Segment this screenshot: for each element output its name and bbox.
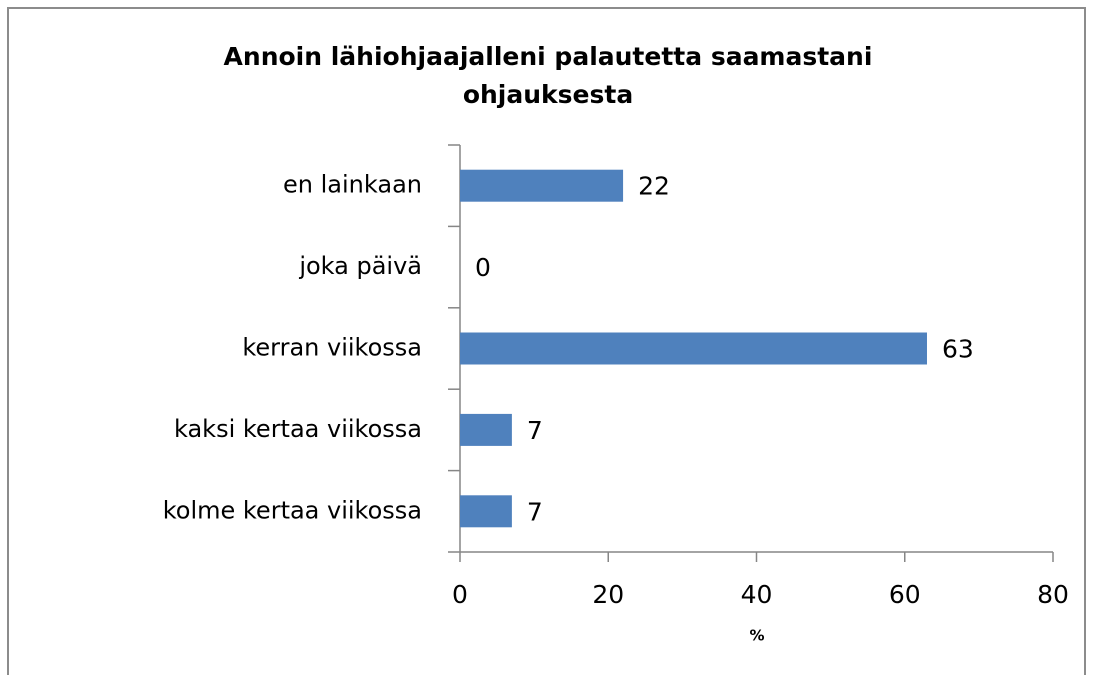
bar	[460, 495, 512, 528]
bar	[460, 332, 927, 365]
x-axis-label: %	[749, 627, 764, 645]
y-tick-label: joka päivä	[298, 252, 422, 280]
x-tick-label: 0	[452, 580, 468, 609]
value-label: 63	[942, 335, 974, 364]
y-tick-label: kerran viikossa	[242, 334, 422, 362]
x-tick-label: 60	[889, 580, 921, 609]
x-tick-label: 20	[592, 580, 624, 609]
x-tick-label: 40	[741, 580, 773, 609]
bar	[460, 169, 624, 202]
value-label: 7	[527, 416, 543, 445]
y-tick-label: en lainkaan	[283, 171, 422, 199]
x-tick-label: 80	[1037, 580, 1069, 609]
y-tick-label: kolme kertaa viikossa	[163, 496, 422, 524]
chart-frame	[7, 7, 1086, 675]
chart-title: Annoin lähiohjaajalleni palautetta saama…	[223, 42, 873, 109]
y-tick-label: kaksi kertaa viikossa	[174, 415, 422, 443]
value-label: 0	[475, 253, 491, 282]
value-label: 22	[638, 172, 670, 201]
bar	[460, 413, 512, 446]
value-label: 7	[527, 497, 543, 526]
